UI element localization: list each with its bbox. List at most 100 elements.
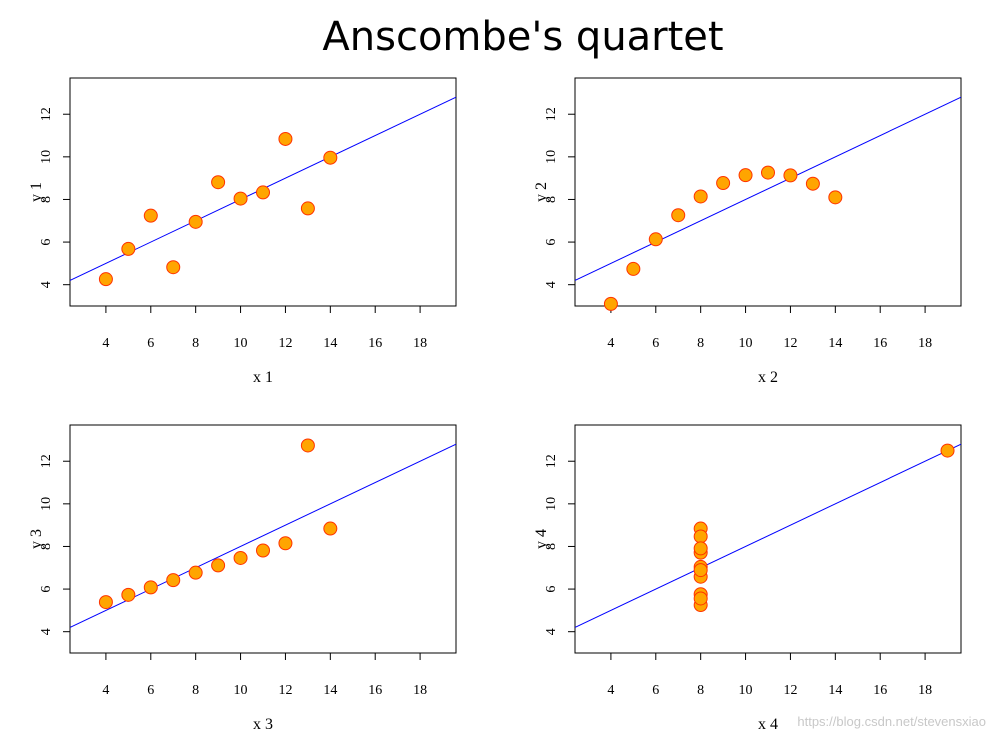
panel-1-ylabel: y 1 — [28, 182, 45, 202]
panel-4-xtick-label-4: 4 — [607, 683, 614, 698]
panel-1-point-6 — [323, 150, 338, 165]
panel-3-point-10 — [166, 573, 181, 588]
panel-4-xtick-label-6: 6 — [652, 683, 659, 698]
panel-1-ytick-label-10: 10 — [39, 150, 54, 164]
panel-2-point-5 — [761, 165, 775, 180]
panel-3-xtick-label-16: 16 — [368, 683, 382, 698]
panel-1-point-3 — [300, 201, 315, 216]
panel-4-xtick-label-12: 12 — [783, 683, 797, 698]
panel-3-point-3 — [300, 438, 315, 453]
panel-2-point-1 — [738, 168, 753, 183]
panel-2-xtick-label-8: 8 — [697, 336, 704, 351]
panel-1-point-2 — [188, 214, 203, 229]
panel-1-point-10 — [166, 260, 181, 275]
panel-1-xtick-label-12: 12 — [278, 336, 292, 351]
panel-4-point-11 — [693, 563, 708, 578]
panel-2-point-8 — [603, 296, 618, 311]
panel-4-point-9 — [693, 591, 708, 606]
panel-2-xtick-label-10: 10 — [739, 336, 753, 351]
panel-2-point-9 — [783, 168, 798, 183]
panel-4-frame — [574, 424, 962, 654]
panel-4-xtick-label-14: 14 — [828, 683, 842, 698]
panel-4-point-5 — [693, 529, 708, 544]
panel-2-ytick-label-10: 10 — [544, 150, 559, 164]
panel-2-ylabel: y 2 — [533, 182, 550, 202]
panel-2-xtick-label-14: 14 — [828, 336, 842, 351]
panels-group: 4 6 8 10 12 14 16 18 4 6 8 10 12 x 1 y 1 4 6 8 10 12 14 16 18 4… — [28, 77, 962, 733]
panel-2-point-11 — [626, 261, 641, 276]
panel-3-ytick-label-6: 6 — [39, 586, 54, 593]
panel-4-ytick-label-4: 4 — [544, 628, 559, 635]
panel-3-xtick-label-10: 10 — [234, 683, 248, 698]
panel-1-point-5 — [256, 185, 270, 200]
panel-1-frame — [69, 77, 457, 307]
panel-3-ytick-label-12: 12 — [39, 454, 54, 468]
panel-2-ytick-label-12: 12 — [544, 107, 559, 121]
panel-1-point-9 — [278, 131, 293, 146]
panel-4-ytick-label-6: 6 — [544, 586, 559, 593]
watermark-text: https://blog.csdn.net/stevensxiao — [797, 714, 986, 729]
panel-4-point-8 — [940, 443, 955, 458]
panel-2-point-7 — [648, 232, 663, 247]
panel-1-xtick-label-8: 8 — [192, 336, 199, 351]
panel-3-xtick-label-18: 18 — [413, 683, 427, 698]
panel-2-point-3 — [805, 176, 820, 191]
panel-4-ytick-label-10: 10 — [544, 497, 559, 511]
panel-1-point-8 — [98, 272, 113, 287]
panel-2-xtick-label-12: 12 — [783, 336, 797, 351]
panel-2-point-10 — [671, 208, 686, 223]
panel-4-ylabel: y 4 — [533, 529, 550, 549]
panel-2-xlabel: x 2 — [758, 369, 778, 386]
panel-3-ytick-label-8: 8 — [39, 543, 54, 550]
panel-1-xtick-label-14: 14 — [323, 336, 337, 351]
panel-3-frame — [69, 424, 457, 654]
panel-4-xtick-label-18: 18 — [918, 683, 932, 698]
panel-1-point-7 — [143, 208, 158, 223]
panel-1-xtick-label-18: 18 — [413, 336, 427, 351]
panel-2-xtick-label-6: 6 — [652, 336, 659, 351]
panel-3-point-7 — [143, 580, 158, 595]
panel-1-point-4 — [211, 175, 226, 190]
panel-2-point-4 — [716, 176, 731, 191]
panel-3-point-2 — [188, 565, 203, 580]
panel-1-xtick-label-6: 6 — [147, 336, 154, 351]
panel-3-ytick-label-10: 10 — [39, 497, 54, 511]
panel-3: 4 6 8 10 12 14 16 18 4 6 8 10 12 x 3 y 3 — [28, 424, 457, 733]
panel-1-xtick-label-10: 10 — [234, 336, 248, 351]
panel-1: 4 6 8 10 12 14 16 18 4 6 8 10 12 x 1 y 1 — [28, 77, 457, 386]
panel-2-ytick-label-6: 6 — [544, 239, 559, 246]
panel-4: 4 6 8 10 12 14 16 18 4 6 8 10 12 x 4 y 4 — [533, 424, 962, 733]
panel-1-ytick-label-6: 6 — [39, 239, 54, 246]
panel-4-ytick-label-12: 12 — [544, 454, 559, 468]
panel-4-xtick-label-10: 10 — [739, 683, 753, 698]
panel-4-fit-line — [575, 443, 961, 628]
panel-3-point-4 — [211, 558, 226, 573]
panel-4-xtick-label-8: 8 — [697, 683, 704, 698]
panel-3-ylabel: y 3 — [28, 529, 45, 549]
figure-title: Anscombe's quartet — [322, 14, 723, 60]
panel-1-ytick-label-8: 8 — [39, 196, 54, 203]
panel-2-xtick-label-16: 16 — [873, 336, 887, 351]
panel-1-ytick-label-12: 12 — [39, 107, 54, 121]
panel-4-xlabel: x 4 — [758, 716, 778, 733]
panel-1-xlabel: x 1 — [253, 369, 273, 386]
panel-1-xtick-label-16: 16 — [368, 336, 382, 351]
panel-3-ytick-label-4: 4 — [39, 628, 54, 635]
panel-2-ytick-label-4: 4 — [544, 281, 559, 288]
panel-3-point-9 — [278, 536, 293, 551]
panel-3-xtick-label-12: 12 — [278, 683, 292, 698]
panel-3-point-5 — [256, 543, 270, 558]
panel-1-point-1 — [233, 191, 248, 206]
panel-1-ytick-label-4: 4 — [39, 281, 54, 288]
panel-2-fit-line — [575, 96, 961, 281]
panel-3-xlabel: x 3 — [253, 716, 273, 733]
panel-3-xtick-label-14: 14 — [323, 683, 337, 698]
panel-4-ytick-label-8: 8 — [544, 543, 559, 550]
panel-2: 4 6 8 10 12 14 16 18 4 6 8 10 12 x 2 y 2 — [533, 77, 962, 386]
panel-2-xtick-label-4: 4 — [607, 336, 614, 351]
panel-2-point-2 — [693, 189, 708, 204]
panel-3-xtick-label-8: 8 — [192, 683, 199, 698]
panel-3-xtick-label-6: 6 — [147, 683, 154, 698]
